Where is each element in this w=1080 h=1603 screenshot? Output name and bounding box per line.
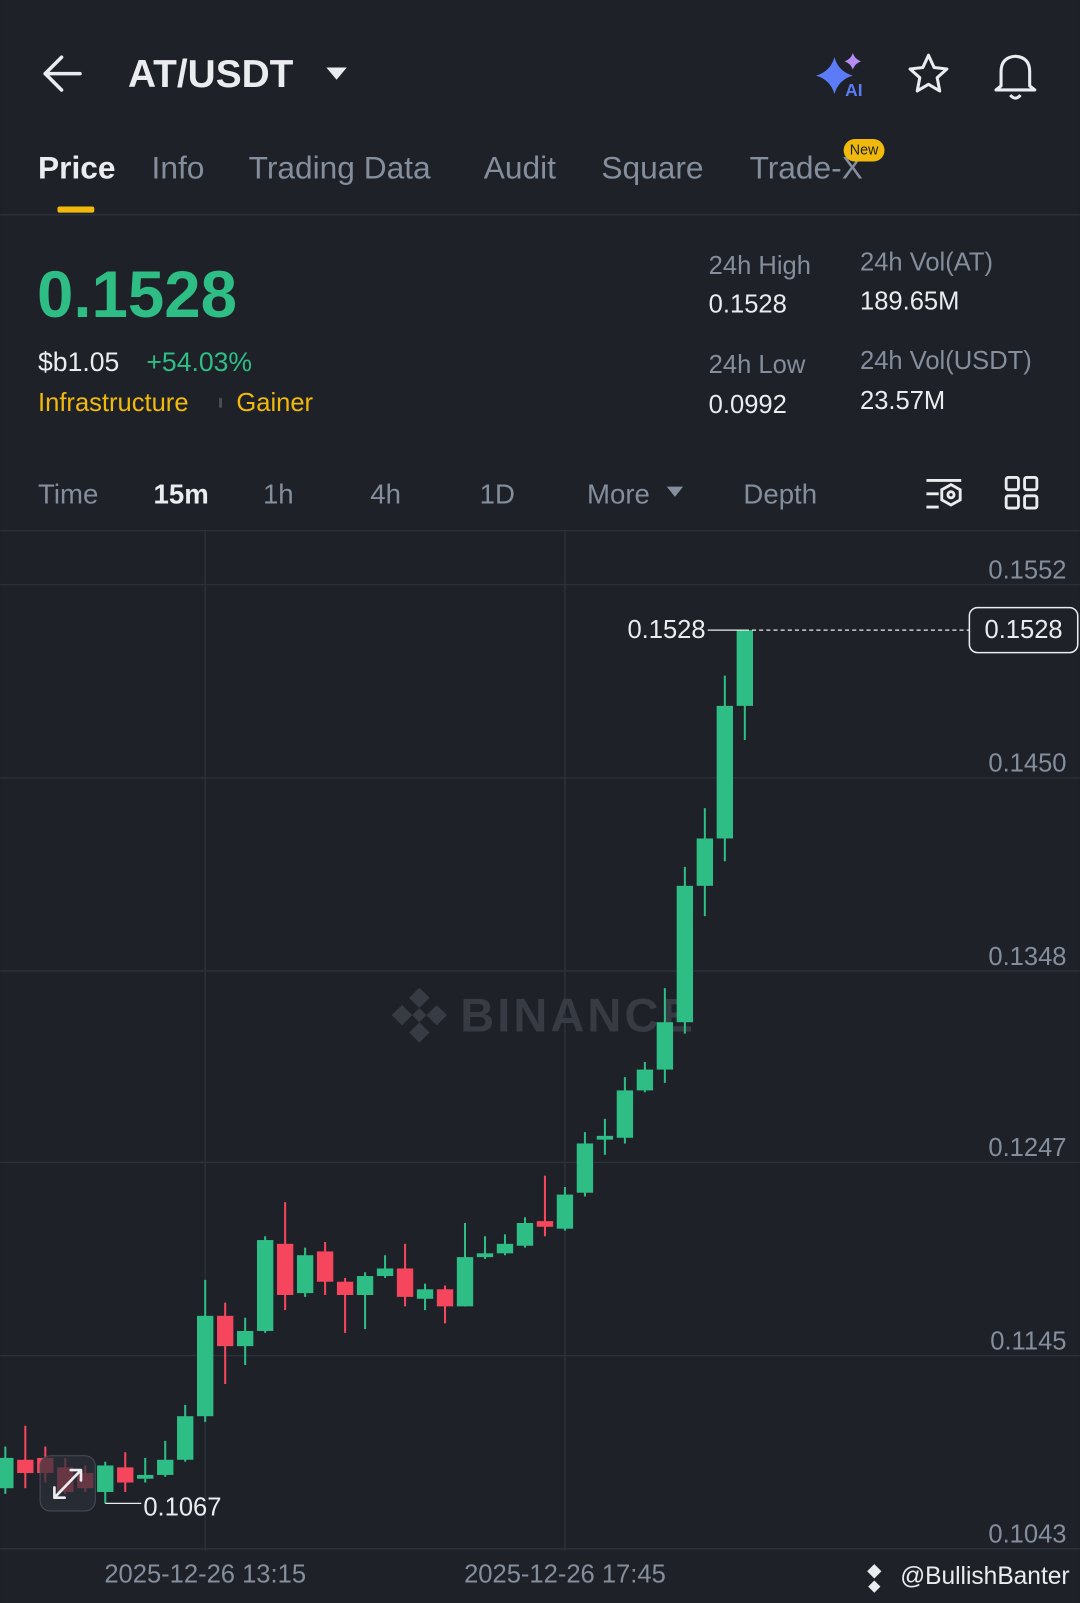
min-label: 0.1067 [143,1493,221,1521]
candle-body [356,1276,374,1295]
more-caret[interactable] [666,486,684,497]
tab[interactable]: Info [152,150,205,186]
watermark-logo [391,987,447,1043]
credit: @BullishBanter [900,1563,1069,1590]
stat-label: 24h Vol(AT) [860,249,993,277]
interval-option[interactable]: Time [38,478,98,509]
candle-body [276,1243,294,1295]
candle-body [376,1268,394,1277]
candle-body [216,1315,234,1347]
candle-body [476,1253,494,1258]
x-tick-label: 2025-12-26 17:45 [464,1560,666,1588]
y-tick-label: 0.1043 [988,1521,1066,1549]
candle-body [656,1022,674,1070]
candle-body [97,1465,114,1492]
ai-button[interactable]: AI [816,53,863,100]
candle-body [197,1315,214,1417]
candle-body [456,1257,474,1307]
x-tick-label: 2025-12-26 13:15 [104,1560,306,1588]
candle-body [516,1223,534,1246]
candle-body [636,1069,654,1091]
candle-body [556,1194,574,1229]
candlestick-chart: BINANCE 0.1552 0.1450 0.1348 0.1247 0.1145 0.… [0,531,1080,1588]
new-badge [843,139,885,162]
favorite-button[interactable] [908,53,949,93]
tab[interactable]: Square [601,150,703,186]
stat-value: 189.65M [860,288,959,316]
interval-option[interactable]: More [587,478,650,509]
candle-body [17,1459,34,1474]
interval-option[interactable]: 15m [154,478,209,509]
interval-option[interactable]: Depth [743,478,817,509]
pair-title[interactable]: AT/USDT [128,53,294,96]
last-price: 0.1528 [37,258,237,331]
candle-body [676,885,694,1023]
interval-option[interactable]: 1D [480,478,515,509]
tab[interactable]: Price [38,150,116,186]
y-tick-label: 0.1552 [988,556,1066,584]
y-tick-label: 0.1348 [988,943,1066,971]
interval-option[interactable]: 4h [370,478,401,509]
candle-body [696,838,714,886]
tab-bar: Price Info Trading Data Audit Square Trade-X [38,150,863,186]
candle-body [496,1243,514,1254]
y-tick-label: 0.1247 [988,1134,1066,1162]
candle-body [0,1457,14,1489]
fiat-price: $b1.05 [38,347,119,377]
candle-body [117,1467,134,1483]
indicator-settings-button[interactable] [926,479,962,509]
last-price-label: 0.1528 [984,616,1062,644]
tab[interactable]: Trade-X [750,150,863,186]
candle-body [536,1221,554,1227]
alert-button[interactable] [994,54,1037,100]
candle-body [157,1459,174,1475]
candle-body [616,1090,634,1138]
interval-bar: Time 15m 1h 4h 1D More Depth [38,478,817,509]
back-button[interactable] [43,55,82,92]
y-tick-label: 0.1145 [990,1327,1066,1355]
tag[interactable]: Gainer [236,389,313,417]
y-tick-label: 0.1450 [988,750,1066,778]
candle-body [436,1289,454,1307]
interval-option[interactable]: 1h [263,478,294,509]
candle-body [336,1281,354,1295]
new-badge-label: New [850,142,879,158]
ai-label: AI [845,80,862,100]
tag-separator [218,397,223,408]
candle-body [716,705,734,839]
stat-value: 23.57M [860,387,945,415]
candle-body [736,630,754,706]
last-price-box [968,606,1079,654]
tag[interactable]: Infrastructure [38,389,189,417]
active-tab-indicator [57,206,95,213]
tab[interactable]: Audit [484,150,556,186]
stat-value: 0.0992 [709,391,787,419]
stat-label: 24h High [709,252,811,280]
stat-value: 0.1528 [709,291,787,319]
price-change: +54.03% [146,347,252,377]
candle-body [177,1416,194,1460]
layout-button[interactable] [1004,475,1039,510]
tab[interactable]: Trading Data [249,150,431,186]
candle-body [316,1251,334,1282]
credit-logo [867,1564,882,1593]
candle-body [576,1143,594,1193]
watermark: BINANCE [460,989,696,1042]
max-label: 0.1528 [627,616,705,644]
stat-label: 24h Low [709,351,806,379]
pair-caret[interactable] [326,67,347,80]
candle-body [236,1330,254,1347]
candle-body [596,1135,614,1140]
candle-body [296,1255,314,1294]
stat-label: 24h Vol(USDT) [860,347,1032,375]
fullscreen-button[interactable] [39,1455,96,1512]
candle-body [137,1474,154,1479]
candle-body [256,1240,274,1331]
candle-body [396,1268,414,1297]
candle-body [416,1289,434,1299]
